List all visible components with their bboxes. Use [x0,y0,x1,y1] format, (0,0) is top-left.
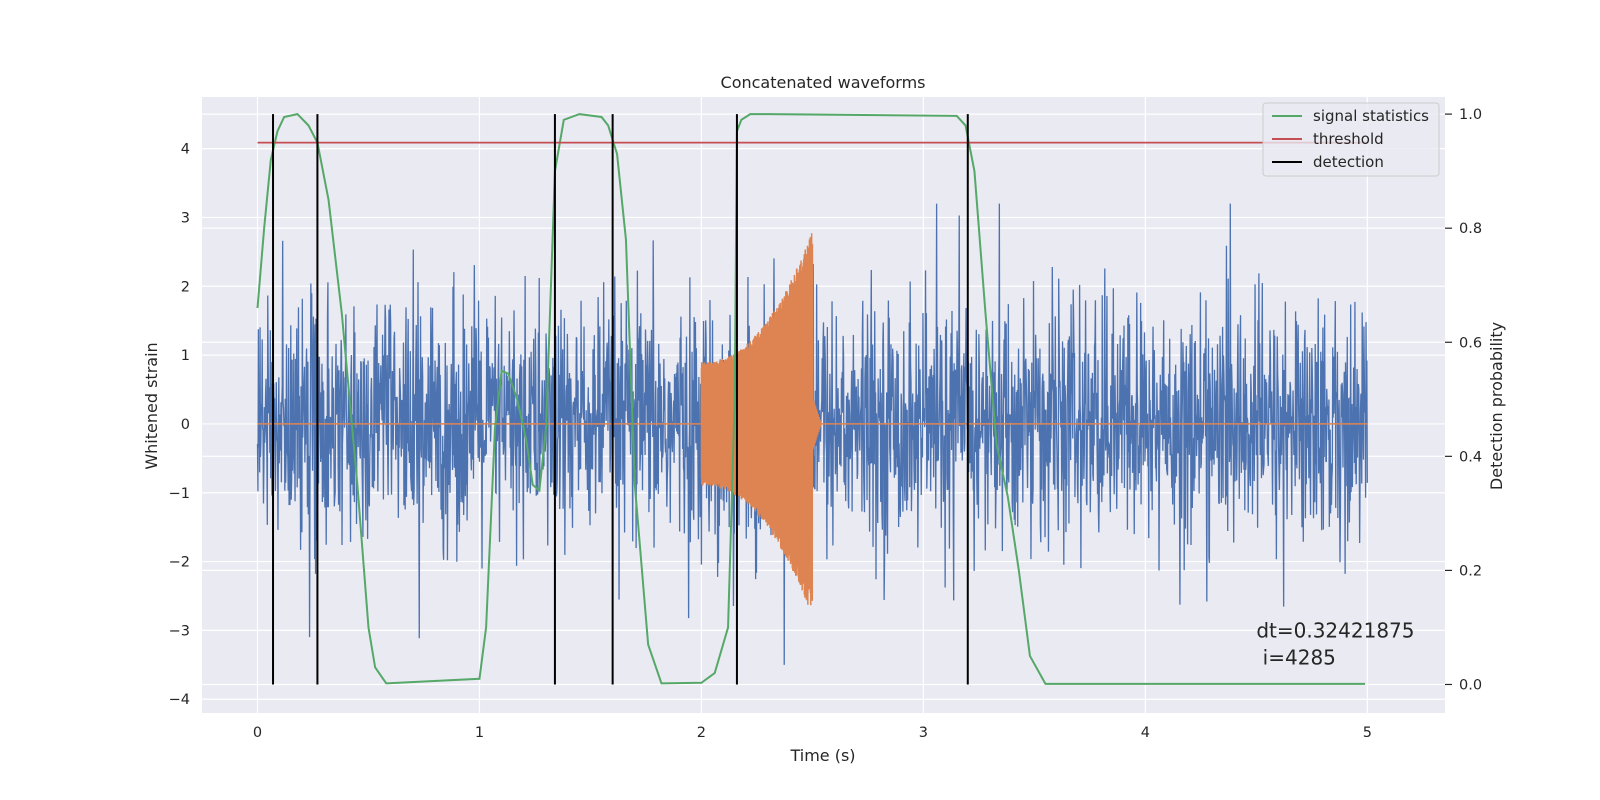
x-tick-label: 4 [1141,725,1150,741]
x-tick-label: 3 [919,725,928,741]
y-tick-label-right: 0.0 [1459,677,1482,693]
y-tick-label-left: −4 [169,692,190,708]
y-tick-label-right: 0.4 [1459,449,1482,465]
y-tick-label-left: 1 [181,348,190,364]
waveform-series [257,233,1368,606]
y-axis-label-right: Detection probability [1487,322,1506,490]
legend-label-detection: detection [1313,153,1384,171]
x-axis-label: Time (s) [789,746,855,765]
y-tick-label-left: 3 [181,210,190,226]
y-tick-label-left: 2 [181,279,190,295]
legend-label-signal-statistics: signal statistics [1313,107,1429,125]
y-tick-label-left: −1 [169,486,190,502]
legend-label-threshold: threshold [1313,130,1384,148]
y-axis-label-left: Whitened strain [142,342,161,469]
y-tick-label-left: −3 [169,623,190,639]
y-tick-label-left: 4 [181,142,190,158]
signal-statistics-line [256,113,1366,685]
x-tick-label: 1 [475,725,484,741]
chart-title: Concatenated waveforms [721,73,926,92]
x-tick-label: 0 [253,725,262,741]
waveform-line [257,233,1368,606]
annotation-index: i=4285 [1256,645,1336,669]
y-tick-label-right: 0.2 [1459,563,1482,579]
legend: signal statistics threshold detection [1262,102,1440,177]
y-tick-label-left: 0 [181,417,190,433]
annotation: dt=0.32421875 i=4285 [1256,618,1414,669]
legend-box [1262,102,1440,177]
signal-statistics-series [256,113,1366,685]
axis-ticks: 0 1 2 3 4 5 −4 −3 −2 −1 0 1 2 3 4 0.0 0.2 0.4 0.6 0.8 1.0 [169,107,1482,741]
x-tick-label: 2 [697,725,706,741]
y-tick-label-left: −2 [169,555,190,571]
detection-series [272,114,969,685]
annotation-dt: dt=0.32421875 [1256,618,1414,642]
y-tick-label-right: 0.6 [1459,335,1482,351]
x-tick-label: 5 [1363,725,1372,741]
y-tick-label-right: 1.0 [1459,107,1482,123]
y-tick-label-right: 0.8 [1459,221,1482,237]
